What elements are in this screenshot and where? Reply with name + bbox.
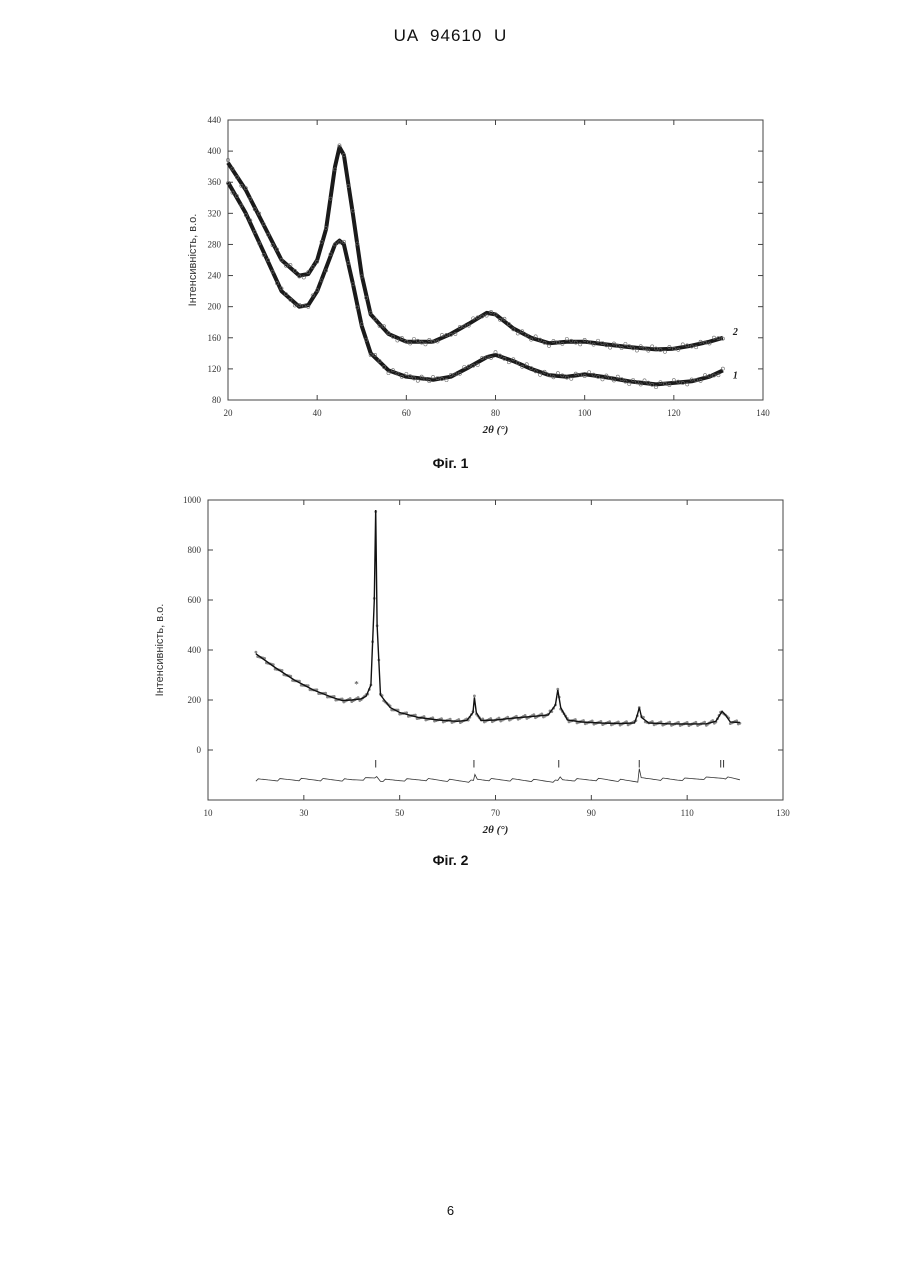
figure-1-caption: Фіг. 1 (0, 455, 901, 471)
series-1: 1 (226, 182, 737, 389)
x-tick-label: 130 (776, 808, 790, 818)
y-tick-label: 800 (188, 545, 202, 555)
y-tick-label: 440 (208, 115, 222, 125)
y-axis-title: Інтенсивність, в.о. (154, 604, 166, 697)
y-tick-label: 200 (208, 302, 222, 312)
series-line (228, 182, 723, 384)
y-tick-label: 400 (208, 146, 222, 156)
page-number: 6 (0, 1203, 901, 1218)
series-2: 2 (226, 144, 737, 354)
figure-2-caption: Фіг. 2 (0, 852, 901, 868)
series-line (228, 147, 723, 349)
y-tick-label: 600 (188, 595, 202, 605)
x-tick-label: 40 (313, 408, 323, 418)
x-tick-label: 50 (395, 808, 405, 818)
x-axis-title: 2θ (°) (482, 824, 509, 836)
y-tick-label: 240 (208, 271, 222, 281)
y-tick-label: 160 (208, 333, 222, 343)
y-tick-label: 320 (208, 208, 222, 218)
series-label: 1 (733, 370, 738, 381)
x-axis-title: 2θ (°) (482, 424, 509, 436)
x-tick-label: 70 (491, 808, 501, 818)
plot-frame (228, 120, 763, 400)
series-label: 2 (732, 327, 738, 338)
x-tick-label: 100 (578, 408, 592, 418)
y-tick-label: 200 (188, 695, 202, 705)
x-tick-label: 90 (587, 808, 597, 818)
x-tick-label: 140 (756, 408, 770, 418)
y-tick-label: 80 (212, 395, 222, 405)
y-tick-label: 400 (188, 645, 202, 655)
series-difference (256, 769, 740, 783)
y-tick-label: 1000 (183, 495, 202, 505)
x-tick-label: 110 (681, 808, 695, 818)
x-tick-label: 10 (204, 808, 214, 818)
y-axis-title: Інтенсивність, в.о. (187, 214, 199, 307)
page-header: UA 94610 U (0, 26, 901, 46)
fit-line (256, 510, 740, 724)
y-tick-label: 0 (197, 745, 202, 755)
x-tick-label: 80 (491, 408, 501, 418)
x-tick-label: 20 (224, 408, 234, 418)
figure-1-chart: 20 40 60 80 100 120 140 80 120 160 200 240 280 320 360… (0, 110, 901, 450)
data-point (473, 695, 476, 698)
series-observed (255, 510, 742, 727)
x-tick-label: 120 (667, 408, 681, 418)
x-tick-label: 30 (299, 808, 309, 818)
difference-line (256, 769, 740, 783)
y-tick-label: 360 (208, 177, 222, 187)
plot-frame (208, 500, 783, 800)
x-tick-label: 60 (402, 408, 412, 418)
data-point (255, 651, 258, 654)
asterisk-marker: * (354, 680, 359, 690)
y-tick-label: 120 (208, 364, 222, 374)
y-tick-label: 280 (208, 239, 222, 249)
figure-2-chart: 10 30 50 70 90 110 130 0 200 400 600 800 1000 2θ (°) І… (0, 490, 901, 840)
data-point (721, 367, 724, 370)
